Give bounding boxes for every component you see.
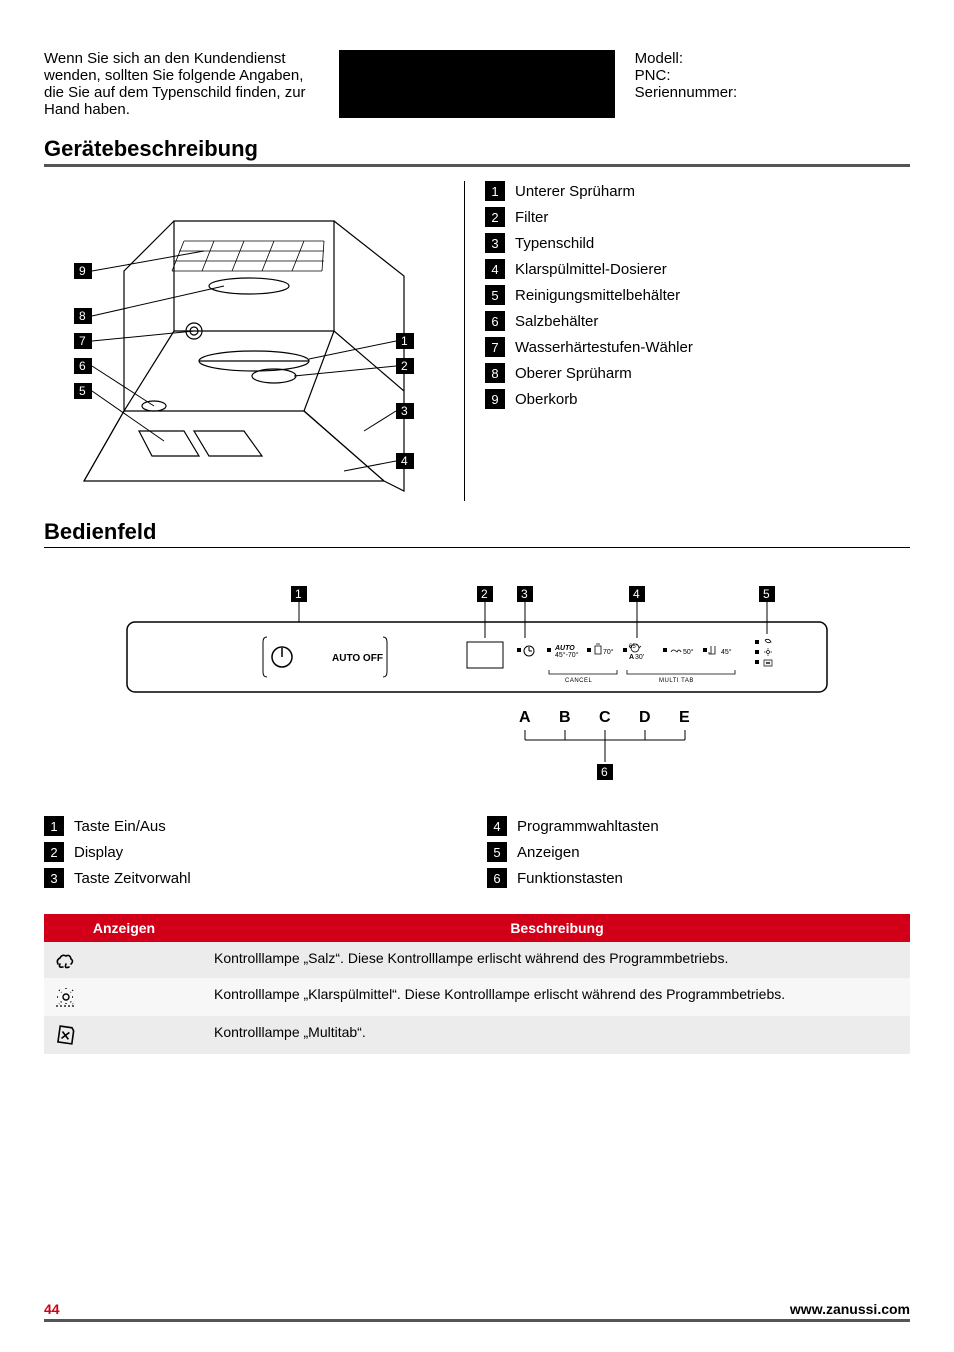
th-beschreibung: Beschreibung: [204, 914, 910, 942]
svg-text:2: 2: [481, 587, 488, 601]
svg-text:8: 8: [79, 309, 86, 323]
svg-text:AUTO: AUTO: [554, 645, 575, 652]
salt-icon: [44, 942, 204, 978]
svg-text:1: 1: [295, 587, 302, 601]
panel-legend: 1Taste Ein/Aus 2Display 3Taste Zeitvorwa…: [44, 816, 910, 894]
multitab-icon: [44, 1016, 204, 1054]
legend-item: 6Salzbehälter: [485, 311, 910, 331]
svg-text:1: 1: [401, 334, 408, 348]
svg-text:A: A: [629, 654, 634, 661]
svg-text:2: 2: [401, 359, 408, 373]
page-number: 44: [44, 1301, 60, 1317]
indicators-table: Anzeigen Beschreibung Kontrolllampe „Sal…: [44, 914, 910, 1054]
svg-text:70°: 70°: [603, 648, 614, 656]
legend-item: 5Reinigungsmittelbehälter: [485, 285, 910, 305]
svg-text:3: 3: [401, 404, 408, 418]
legend-item: 1Taste Ein/Aus: [44, 816, 467, 836]
rinse-aid-icon: [44, 978, 204, 1016]
page-footer: 44 www.zanussi.com: [44, 1301, 910, 1322]
svg-text:C: C: [599, 709, 611, 726]
svg-text:9: 9: [79, 264, 86, 278]
svg-text:6: 6: [79, 359, 86, 373]
device-area: 1 2 3 4 5 6 7 8 9 1Unterer Sprüharm 2Fil…: [44, 181, 910, 501]
row-text: Kontrolllampe „Multitab“.: [204, 1016, 910, 1054]
svg-text:B: B: [559, 709, 571, 726]
th-anzeigen: Anzeigen: [44, 914, 204, 942]
legend-item: 9Oberkorb: [485, 389, 910, 409]
legend-item: 2Display: [44, 842, 467, 862]
svg-text:45°: 45°: [721, 648, 732, 656]
device-divider: [464, 181, 465, 501]
table-row: Kontrolllampe „Klarspülmittel“. Diese Ko…: [44, 978, 910, 1016]
svg-text:CANCEL: CANCEL: [565, 678, 593, 684]
intro-block: Wenn Sie sich an den Kundendienst wenden…: [44, 50, 910, 118]
svg-text:6: 6: [601, 765, 608, 779]
legend-item: 6Funktionstasten: [487, 868, 910, 888]
device-diagram: 1 2 3 4 5 6 7 8 9: [44, 181, 444, 501]
intro-right: Modell: PNC: Seriennummer:: [635, 50, 910, 118]
svg-text:MULTI TAB: MULTI TAB: [659, 678, 694, 684]
svg-text:5: 5: [79, 384, 86, 398]
svg-text:4: 4: [633, 587, 640, 601]
svg-text:30': 30': [635, 654, 644, 661]
row-text: Kontrolllampe „Klarspülmittel“. Diese Ko…: [204, 978, 910, 1016]
svg-text:5: 5: [763, 587, 770, 601]
svg-text:A: A: [519, 709, 531, 726]
legend-item: 4Klarspülmittel-Dosierer: [485, 259, 910, 279]
table-row: Kontrolllampe „Salz“. Diese Kontrolllamp…: [44, 942, 910, 978]
table-row: Kontrolllampe „Multitab“.: [44, 1016, 910, 1054]
legend-item: 2Filter: [485, 207, 910, 227]
heading-panel: Bedienfeld: [44, 519, 910, 545]
svg-text:D: D: [639, 709, 651, 726]
control-panel-diagram: AUTO OFF AUTO 45°-70° 70° A 30' 65° 50°: [44, 572, 910, 802]
legend-item: 8Oberer Sprüharm: [485, 363, 910, 383]
rule-panel: [44, 547, 910, 548]
svg-text:3: 3: [521, 587, 528, 601]
svg-text:E: E: [679, 709, 690, 726]
legend-item: 3Taste Zeitvorwahl: [44, 868, 467, 888]
auto-off-label: AUTO OFF: [332, 653, 383, 664]
row-text: Kontrolllampe „Salz“. Diese Kontrolllamp…: [204, 942, 910, 978]
legend-item: 7Wasserhärtestufen-Wähler: [485, 337, 910, 357]
intro-divider: [339, 50, 614, 118]
label-pnc: PNC:: [635, 67, 910, 84]
intro-left: Wenn Sie sich an den Kundendienst wenden…: [44, 50, 319, 118]
legend-item: 5Anzeigen: [487, 842, 910, 862]
label-model: Modell:: [635, 50, 910, 67]
legend-item: 1Unterer Sprüharm: [485, 181, 910, 201]
label-serial: Seriennummer:: [635, 84, 910, 101]
legend-item: 3Typenschild: [485, 233, 910, 253]
rule-device: [44, 164, 910, 167]
svg-text:50°: 50°: [683, 648, 694, 656]
svg-text:45°-70°: 45°-70°: [555, 651, 579, 659]
svg-text:65°: 65°: [629, 644, 639, 650]
footer-url: www.zanussi.com: [790, 1301, 910, 1317]
svg-text:4: 4: [401, 454, 408, 468]
heading-device: Gerätebeschreibung: [44, 136, 910, 162]
svg-text:7: 7: [79, 334, 86, 348]
device-legend: 1Unterer Sprüharm 2Filter 3Typenschild 4…: [485, 181, 910, 501]
legend-item: 4Programmwahltasten: [487, 816, 910, 836]
